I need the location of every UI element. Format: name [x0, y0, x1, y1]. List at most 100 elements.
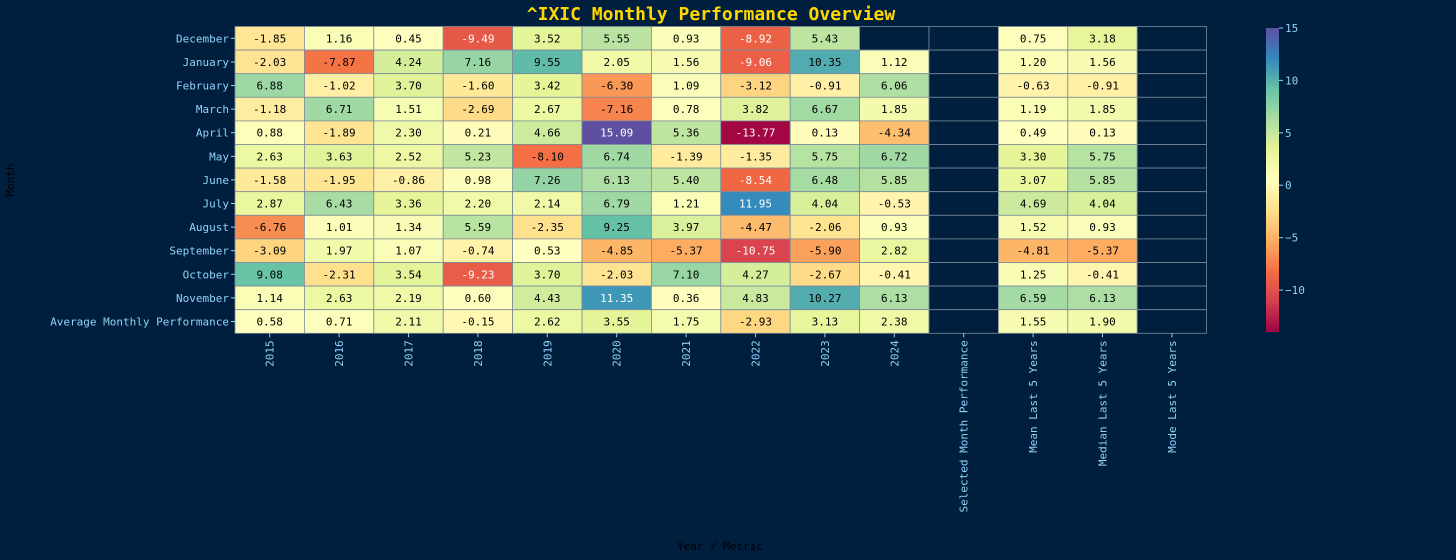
cell-value-label: 0.93 — [1089, 221, 1116, 234]
heatmap-cell — [1136, 238, 1207, 263]
heatmap-cell — [928, 238, 999, 263]
cell-value-label: 1.34 — [395, 221, 422, 234]
cell-value-label: -2.93 — [739, 316, 772, 329]
cell-value-label: 0.36 — [673, 292, 700, 305]
cell-value-label: 6.59 — [1020, 292, 1047, 305]
column-label: 2021 — [680, 340, 693, 367]
cell-value-label: 1.55 — [1020, 316, 1047, 329]
cell-value-label: 6.88 — [256, 80, 283, 93]
row-label: July — [203, 198, 230, 211]
column-label: 2016 — [333, 340, 346, 367]
cell-value-label: -2.69 — [461, 103, 494, 116]
cell-value-label: 5.36 — [673, 127, 700, 140]
cell-value-label: 2.14 — [534, 198, 561, 211]
cell-value-label: 2.87 — [256, 198, 283, 211]
cell-value-label: 5.75 — [1089, 150, 1116, 163]
heatmap-cell — [1136, 26, 1207, 51]
cell-value-label: 7.10 — [673, 268, 700, 281]
cell-value-label: 4.24 — [395, 56, 422, 69]
row-label: December — [176, 32, 229, 45]
colorbar-tick-label: 5 — [1285, 127, 1292, 140]
row-label: November — [176, 292, 229, 305]
colorbar-tick-label: −5 — [1285, 232, 1298, 245]
colorbar-tick-label: 10 — [1285, 74, 1298, 87]
cell-value-label: 4.04 — [1089, 198, 1116, 211]
row-label: August — [189, 221, 229, 234]
cell-value-label: 3.18 — [1089, 32, 1116, 45]
cell-value-label: 3.55 — [603, 316, 630, 329]
heatmap-cell — [928, 262, 999, 287]
cell-value-label: 1.07 — [395, 245, 422, 258]
colorbar-gradient — [1266, 28, 1279, 332]
cell-value-label: 1.56 — [1089, 56, 1116, 69]
heatmap-cell — [1136, 120, 1207, 145]
cell-value-label: 3.54 — [395, 268, 422, 281]
cell-value-label: 4.43 — [534, 292, 561, 305]
cell-value-label: -7.87 — [323, 56, 356, 69]
cell-value-label: -2.67 — [808, 268, 841, 281]
cell-value-label: 0.49 — [1020, 127, 1047, 140]
cell-value-label: -9.23 — [461, 268, 494, 281]
cell-value-label: 3.13 — [812, 316, 839, 329]
cell-value-label: 1.25 — [1020, 268, 1047, 281]
cell-value-label: 5.55 — [603, 32, 630, 45]
cell-value-label: -6.76 — [253, 221, 286, 234]
y-axis-label: Month — [4, 163, 17, 196]
row-label: June — [203, 174, 230, 187]
heatmap-cell — [1136, 144, 1207, 169]
cell-value-label: 6.48 — [812, 174, 839, 187]
cell-value-label: -0.63 — [1017, 80, 1050, 93]
cell-value-label: 2.20 — [465, 198, 492, 211]
cell-value-label: 3.97 — [673, 221, 700, 234]
cell-value-label: 3.70 — [534, 268, 561, 281]
cell-value-label: 4.69 — [1020, 198, 1047, 211]
column-label: Mean Last 5 Years — [1027, 340, 1040, 453]
cell-value-label: -10.75 — [736, 245, 776, 258]
column-label: Median Last 5 Years — [1097, 340, 1110, 466]
heatmap-cells: -1.85 1.16 0.45 -9.49 3.52 5.55 0.93 -8.92 5.43 0… — [234, 26, 1207, 334]
cell-value-label: 10.27 — [808, 292, 841, 305]
cell-value-label: 0.88 — [256, 127, 283, 140]
cell-value-label: 6.67 — [812, 103, 839, 116]
cell-value-label: 0.75 — [1020, 32, 1047, 45]
cell-value-label: -1.89 — [323, 127, 356, 140]
cell-value-label: -0.53 — [878, 198, 911, 211]
cell-value-label: -0.91 — [1086, 80, 1119, 93]
cell-value-label: 9.55 — [534, 56, 561, 69]
cell-value-label: 0.13 — [1089, 127, 1116, 140]
row-label: April — [196, 127, 229, 140]
cell-value-label: -6.30 — [600, 80, 633, 93]
cell-value-label: -0.86 — [392, 174, 425, 187]
cell-value-label: -9.49 — [461, 32, 494, 45]
heatmap-cell — [1136, 49, 1207, 75]
cell-value-label: 2.19 — [395, 292, 422, 305]
colorbar: 15 10 5 0 −5 −10 — [1266, 22, 1305, 332]
cell-value-label: 5.59 — [465, 221, 492, 234]
heatmap-cell — [928, 309, 999, 334]
cell-value-label: 4.66 — [534, 127, 561, 140]
cell-value-label: 6.72 — [881, 150, 908, 163]
cell-value-label: 3.63 — [326, 150, 353, 163]
cell-value-label: -7.16 — [600, 103, 633, 116]
cell-value-label: 2.82 — [881, 245, 908, 258]
cell-value-label: 11.35 — [600, 292, 633, 305]
cell-value-label: 0.45 — [395, 32, 422, 45]
cell-value-label: 1.97 — [326, 245, 353, 258]
x-axis-label: Year / Metric — [677, 540, 763, 553]
cell-value-label: -2.06 — [808, 221, 841, 234]
cell-value-label: 2.30 — [395, 127, 422, 140]
cell-value-label: 6.13 — [1089, 292, 1116, 305]
colorbar-tick-label: 15 — [1285, 22, 1298, 35]
cell-value-label: 5.40 — [673, 174, 700, 187]
cell-value-label: 5.85 — [1089, 174, 1116, 187]
cell-value-label: 2.67 — [534, 103, 561, 116]
cell-value-label: 1.52 — [1020, 221, 1047, 234]
cell-value-label: 2.63 — [256, 150, 283, 163]
column-label: 2015 — [264, 340, 277, 367]
cell-value-label: -1.95 — [323, 174, 356, 187]
cell-value-label: -2.35 — [531, 221, 564, 234]
cell-value-label: 6.13 — [881, 292, 908, 305]
cell-value-label: 7.16 — [465, 56, 492, 69]
cell-value-label: 3.07 — [1020, 174, 1047, 187]
